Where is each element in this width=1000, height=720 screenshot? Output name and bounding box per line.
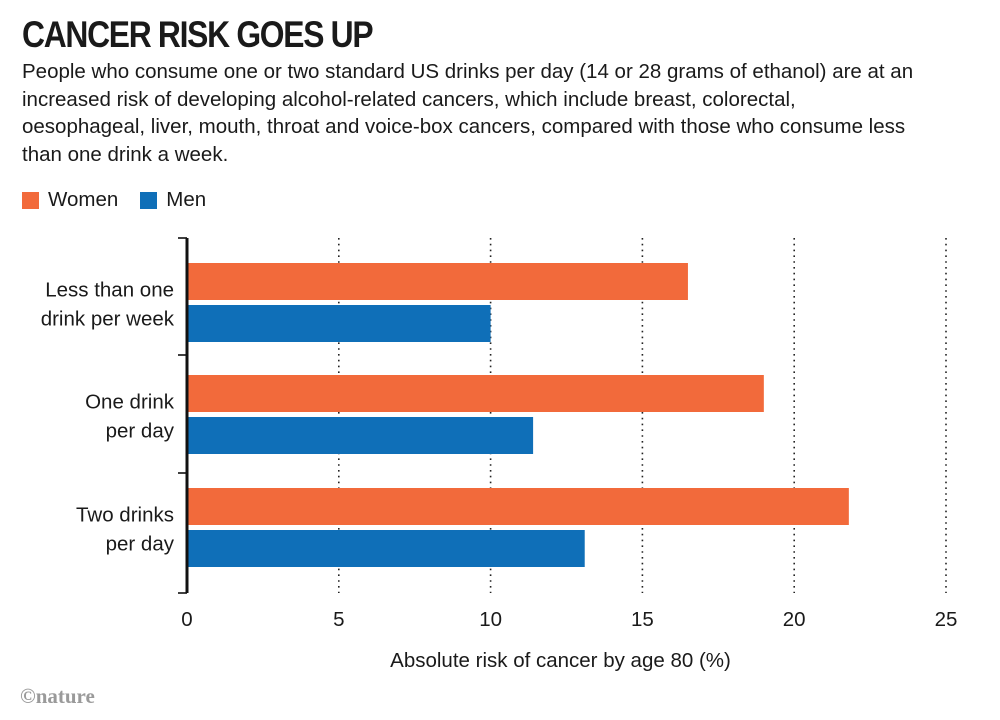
legend-swatch-women	[22, 191, 39, 209]
x-tick-label: 0	[181, 608, 192, 631]
category-label: Two drinks	[76, 504, 174, 527]
legend: Women Men	[22, 188, 228, 212]
bar-men-1	[187, 305, 491, 342]
category-label: Less than one	[45, 279, 174, 302]
chart-subtitle: People who consume one or two standard U…	[22, 60, 914, 166]
x-tick-label: 5	[333, 608, 344, 631]
x-tick-label: 10	[479, 608, 502, 631]
legend-item-men: Men	[140, 188, 206, 212]
bar-men-3	[187, 530, 585, 567]
x-axis-label: Absolute risk of cancer by age 80 (%)	[390, 649, 731, 672]
category-label: per day	[106, 533, 175, 556]
legend-swatch-men	[140, 191, 158, 209]
x-tick-label: 25	[935, 608, 958, 631]
category-label: One drink	[85, 391, 175, 414]
category-label: per day	[106, 420, 175, 443]
bar-chart: Less than one drink per week One drink per …	[41, 237, 958, 672]
legend-item-women: Women	[22, 188, 118, 212]
category-label: drink per week	[41, 308, 175, 331]
nature-credit-logo: ©nature	[20, 684, 95, 708]
bar-women-3	[187, 488, 849, 525]
x-tick-label: 20	[783, 608, 806, 631]
bar-women-2	[187, 375, 764, 412]
bar-men-2	[187, 417, 534, 454]
bar-women-1	[187, 263, 688, 300]
x-tick-label: 15	[631, 608, 654, 631]
legend-label-men: Men	[166, 188, 207, 211]
legend-label-women: Women	[48, 188, 119, 211]
chart-title: CANCER RISK GOES UP	[22, 14, 374, 55]
